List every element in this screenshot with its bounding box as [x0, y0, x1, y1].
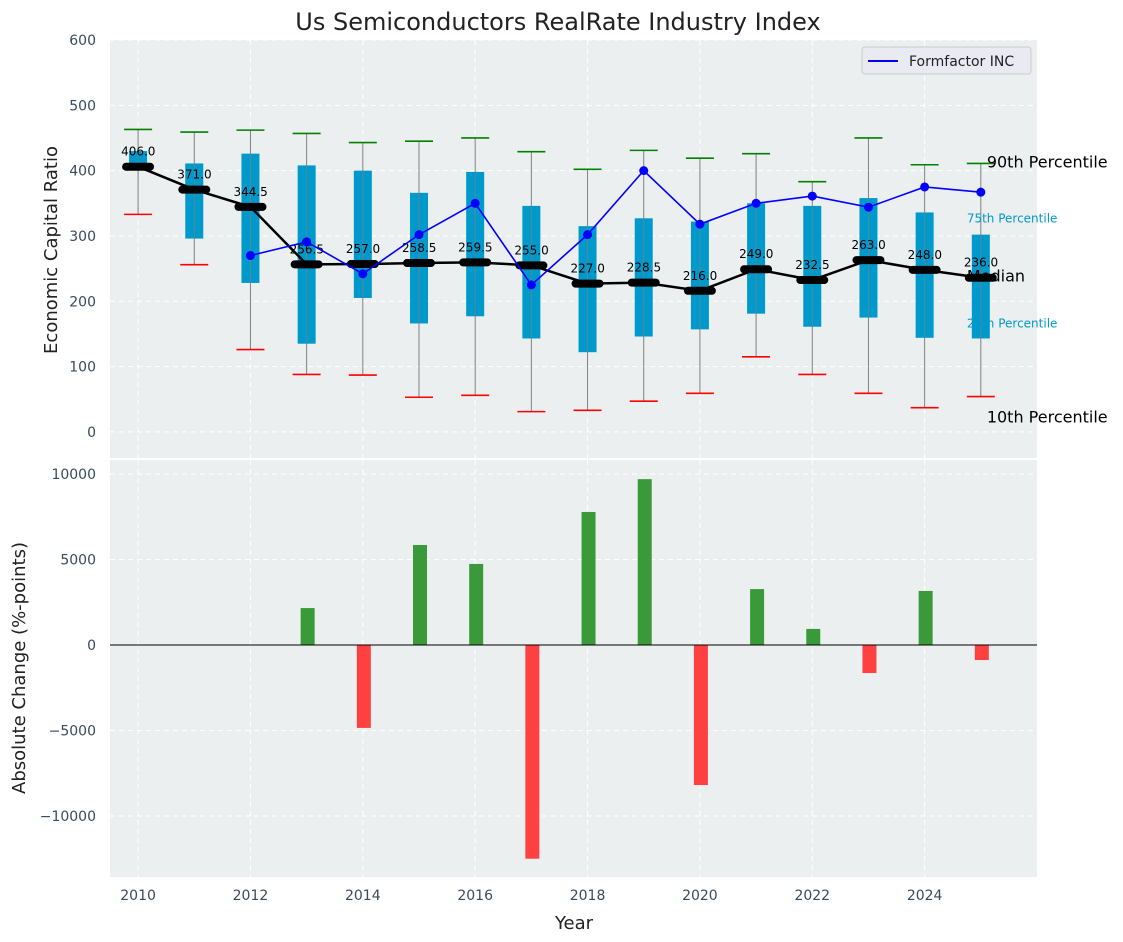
formfactor-point [807, 191, 817, 201]
x-tick-label: 2024 [907, 888, 943, 904]
change-bar [750, 589, 765, 645]
formfactor-point [358, 269, 368, 279]
bottom-plot-area [110, 460, 1037, 877]
top-y-tick-label: 200 [69, 294, 96, 310]
median-label: 249.0 [739, 247, 773, 261]
formfactor-point [976, 187, 986, 197]
x-tick-label: 2014 [345, 888, 381, 904]
median-label: 232.5 [795, 258, 829, 272]
top-y-tick-label: 400 [69, 164, 96, 180]
bottom-y-axis-label: Absolute Change (%-points) [9, 542, 30, 794]
median-label: 344.5 [233, 185, 267, 199]
median-label: 263.0 [851, 238, 885, 252]
bottom-y-tick-label: 0 [87, 638, 96, 654]
change-bar [581, 511, 596, 645]
change-bar [356, 644, 371, 728]
bottom-y-tick-label: −5000 [49, 723, 96, 739]
bottom-y-tick-label: −10000 [40, 809, 96, 825]
annotation-p25: 25th Percentile [967, 316, 1058, 330]
change-bar [806, 628, 821, 645]
bottom-y-tick-label: 5000 [60, 553, 96, 569]
x-tick-label: 2016 [457, 888, 493, 904]
top-panel: 0 100 200 300 400 500 600 406.0 371.0 344.5 256.5 2… [69, 33, 1108, 458]
median-label: 259.5 [458, 240, 492, 254]
top-plot-area [110, 40, 1037, 458]
legend: Formfactor INC [861, 46, 1032, 75]
formfactor-point [695, 219, 705, 229]
change-bar [637, 479, 652, 645]
x-tick-label: 2020 [682, 888, 718, 904]
change-bar [918, 590, 933, 645]
annotation-p75: 75th Percentile [967, 212, 1058, 226]
median-label: 236.0 [964, 256, 998, 270]
top-y-tick-label: 100 [69, 360, 96, 376]
median-label: 256.5 [290, 242, 324, 256]
x-tick-label: 2018 [570, 888, 606, 904]
median-label: 227.0 [571, 262, 605, 276]
x-tick-label: 2012 [233, 888, 269, 904]
change-bar [469, 563, 484, 645]
median-label: 258.5 [402, 241, 436, 255]
formfactor-point [245, 251, 255, 261]
annotation-p90: 90th Percentile [987, 152, 1108, 171]
x-axis-label: Year [554, 913, 594, 934]
top-y-tick-label: 500 [69, 98, 96, 114]
formfactor-point [920, 182, 930, 192]
x-tick-label: 2010 [120, 888, 156, 904]
median-label: 216.0 [683, 269, 717, 283]
change-bar [300, 608, 315, 645]
top-y-tick-label: 600 [69, 33, 96, 49]
legend-label-formfactor: Formfactor INC [909, 54, 1014, 70]
median-label: 255.0 [514, 243, 548, 257]
top-y-axis-label: Economic Capital Ratio [41, 146, 62, 354]
top-y-tick-label: 300 [69, 229, 96, 245]
bottom-panel: 2010 2012 2014 2016 2018 2020 2022 2024 −10000 −5… [40, 460, 1037, 904]
x-tick-label: 2022 [794, 888, 830, 904]
median-label: 228.5 [627, 261, 661, 275]
formfactor-line [250, 169, 981, 287]
change-bar [413, 544, 427, 645]
bottom-y-tick-label: 10000 [51, 467, 96, 483]
change-bar [974, 644, 989, 661]
median-label: 371.0 [177, 168, 211, 182]
chart-title: Us Semiconductors RealRate Industry Inde… [295, 8, 820, 36]
annotation-median: Median [967, 267, 1025, 286]
formfactor-point [470, 198, 480, 208]
change-bar [693, 644, 708, 786]
median-line [137, 165, 981, 293]
formfactor-point [863, 202, 873, 212]
annotation-p10: 10th Percentile [987, 408, 1108, 427]
formfactor-point [639, 166, 649, 176]
change-bar [525, 644, 540, 859]
formfactor-point [526, 280, 536, 290]
formfactor-point [751, 198, 761, 208]
median-label: 257.0 [346, 242, 380, 256]
median-label: 406.0 [121, 145, 155, 159]
top-y-tick-label: 0 [87, 425, 96, 441]
formfactor-point [414, 230, 424, 240]
formfactor-point [583, 230, 593, 240]
change-bar [862, 644, 877, 674]
median-label: 248.0 [908, 248, 942, 262]
formfactor-point [302, 237, 312, 247]
